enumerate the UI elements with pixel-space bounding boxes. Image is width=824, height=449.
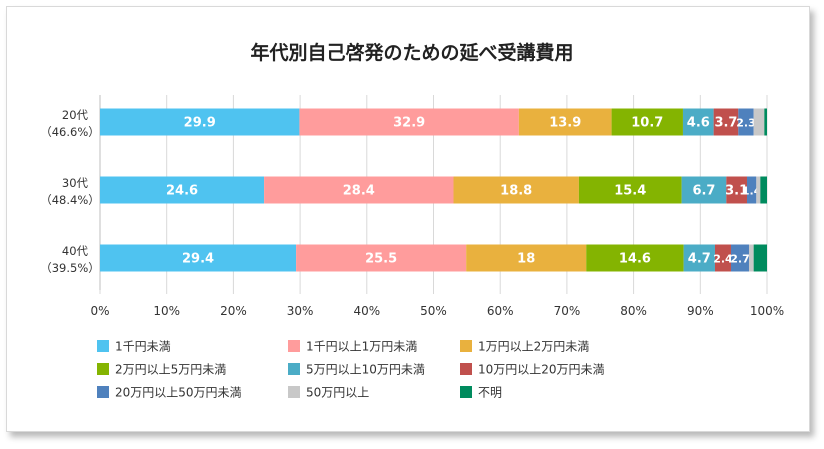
bar-segment [518,108,612,136]
legend-label: 50万円以上 [306,386,369,400]
legend-swatch [288,340,300,352]
bar-segment [753,108,765,136]
data-label: 13.9 [549,116,581,131]
bar-segment [713,108,739,136]
legend-swatch [460,363,472,375]
data-label: 29.9 [184,116,216,131]
x-tick-label: 70% [554,304,581,318]
legend-swatch [97,363,109,375]
bar-segment [682,108,714,136]
category-sublabel: （48.4%） [40,193,100,207]
legend-label: 1千円以上1万円未満 [306,340,417,354]
category-label: 20代 [62,108,89,122]
data-label: 4.6 [687,116,710,131]
data-label: 4.7 [688,252,711,267]
bar-segment [586,244,684,272]
x-tick-label: 40% [353,304,380,318]
legend: 1千円未満 1千円以上1万円未満 1万円以上2万円未満 2万円以上5万円未満 5万円以上… [97,340,605,400]
category-labels: 20代 （46.6%） 30代 （48.4%） 40代 （39.5%） [40,108,100,275]
x-tick-label: 20% [220,304,247,318]
x-tick-label: 60% [487,304,514,318]
legend-label: 10万円以上20万円未満 [478,363,605,377]
bar-segment [578,176,682,204]
category-sublabel: （46.6%） [40,125,100,139]
bar-segment [453,176,579,204]
legend-swatch [97,386,109,398]
bar-segment [611,108,683,136]
category-sublabel: （39.5%） [40,261,100,275]
x-axis-ticks: 0% 10% 20% 30% 40% 50% 60% 70% 80% 90% 100% [90,304,784,318]
chart-card [6,6,810,432]
x-tick-label: 50% [420,304,447,318]
bar-segment [100,244,297,272]
bar-segment [681,176,727,204]
x-tick-label: 0% [90,304,109,318]
category-label: 40代 [62,244,89,258]
data-label: 29.4 [182,252,214,267]
data-label: 24.6 [166,184,198,199]
data-label: 15.4 [614,184,646,199]
legend-label: 1千円未満 [115,340,171,354]
data-label: 2.7 [730,253,750,266]
bar-segment [714,244,731,272]
bar-segment [299,108,519,136]
legend-swatch [288,363,300,375]
legend-swatch [460,340,472,352]
data-label: 10.7 [631,116,663,131]
bar-segment [746,176,757,204]
bar-segment [748,244,754,272]
data-label: 14.6 [619,252,651,267]
bar-segment [100,108,300,136]
data-label: 28.4 [343,184,375,199]
data-label: 2.4 [713,253,733,266]
bar-segment [296,244,467,272]
legend-label: 2万円以上5万円未満 [115,363,226,377]
legend-swatch [288,386,300,398]
data-label: 6.7 [692,184,715,199]
data-label: 3.7 [714,116,737,131]
data-label: 25.5 [365,252,397,267]
bar-segment [738,108,754,136]
x-tick-label: 90% [687,304,714,318]
bar-segment [756,176,761,204]
x-tick-label: 100% [750,304,784,318]
bar-segment [683,244,715,272]
data-label: 32.9 [393,116,425,131]
x-tick-label: 80% [620,304,647,318]
bar-segment [760,176,767,204]
category-label: 30代 [62,176,89,190]
chart-title: 年代別自己啓発のための延べ受講費用 [250,41,573,64]
legend-label: 20万円以上50万円未満 [115,386,242,400]
bar-segment [100,176,265,204]
legend-label: 5万円以上10万円未満 [306,363,425,377]
legend-label: 不明 [478,386,502,400]
data-label: 2.3 [736,117,756,130]
x-tick-label: 10% [153,304,180,318]
bars: 29.9 32.9 13.9 10.7 4.6 3.72.3 24.6 28.4 18.8 15.… [100,108,767,272]
x-tick-label: 30% [287,304,314,318]
bar-segment [753,244,767,272]
bar-segment [730,244,749,272]
data-label: 18.8 [500,184,532,199]
bar-segment [466,244,587,272]
legend-label: 1万円以上2万円未満 [478,340,589,354]
legend-swatch [460,386,472,398]
bar-segment [726,176,747,204]
data-label: 18 [517,252,535,267]
legend-swatch [97,340,109,352]
data-label: 3.1 [725,184,748,199]
bar-segment [764,108,767,136]
bar-segment [264,176,454,204]
